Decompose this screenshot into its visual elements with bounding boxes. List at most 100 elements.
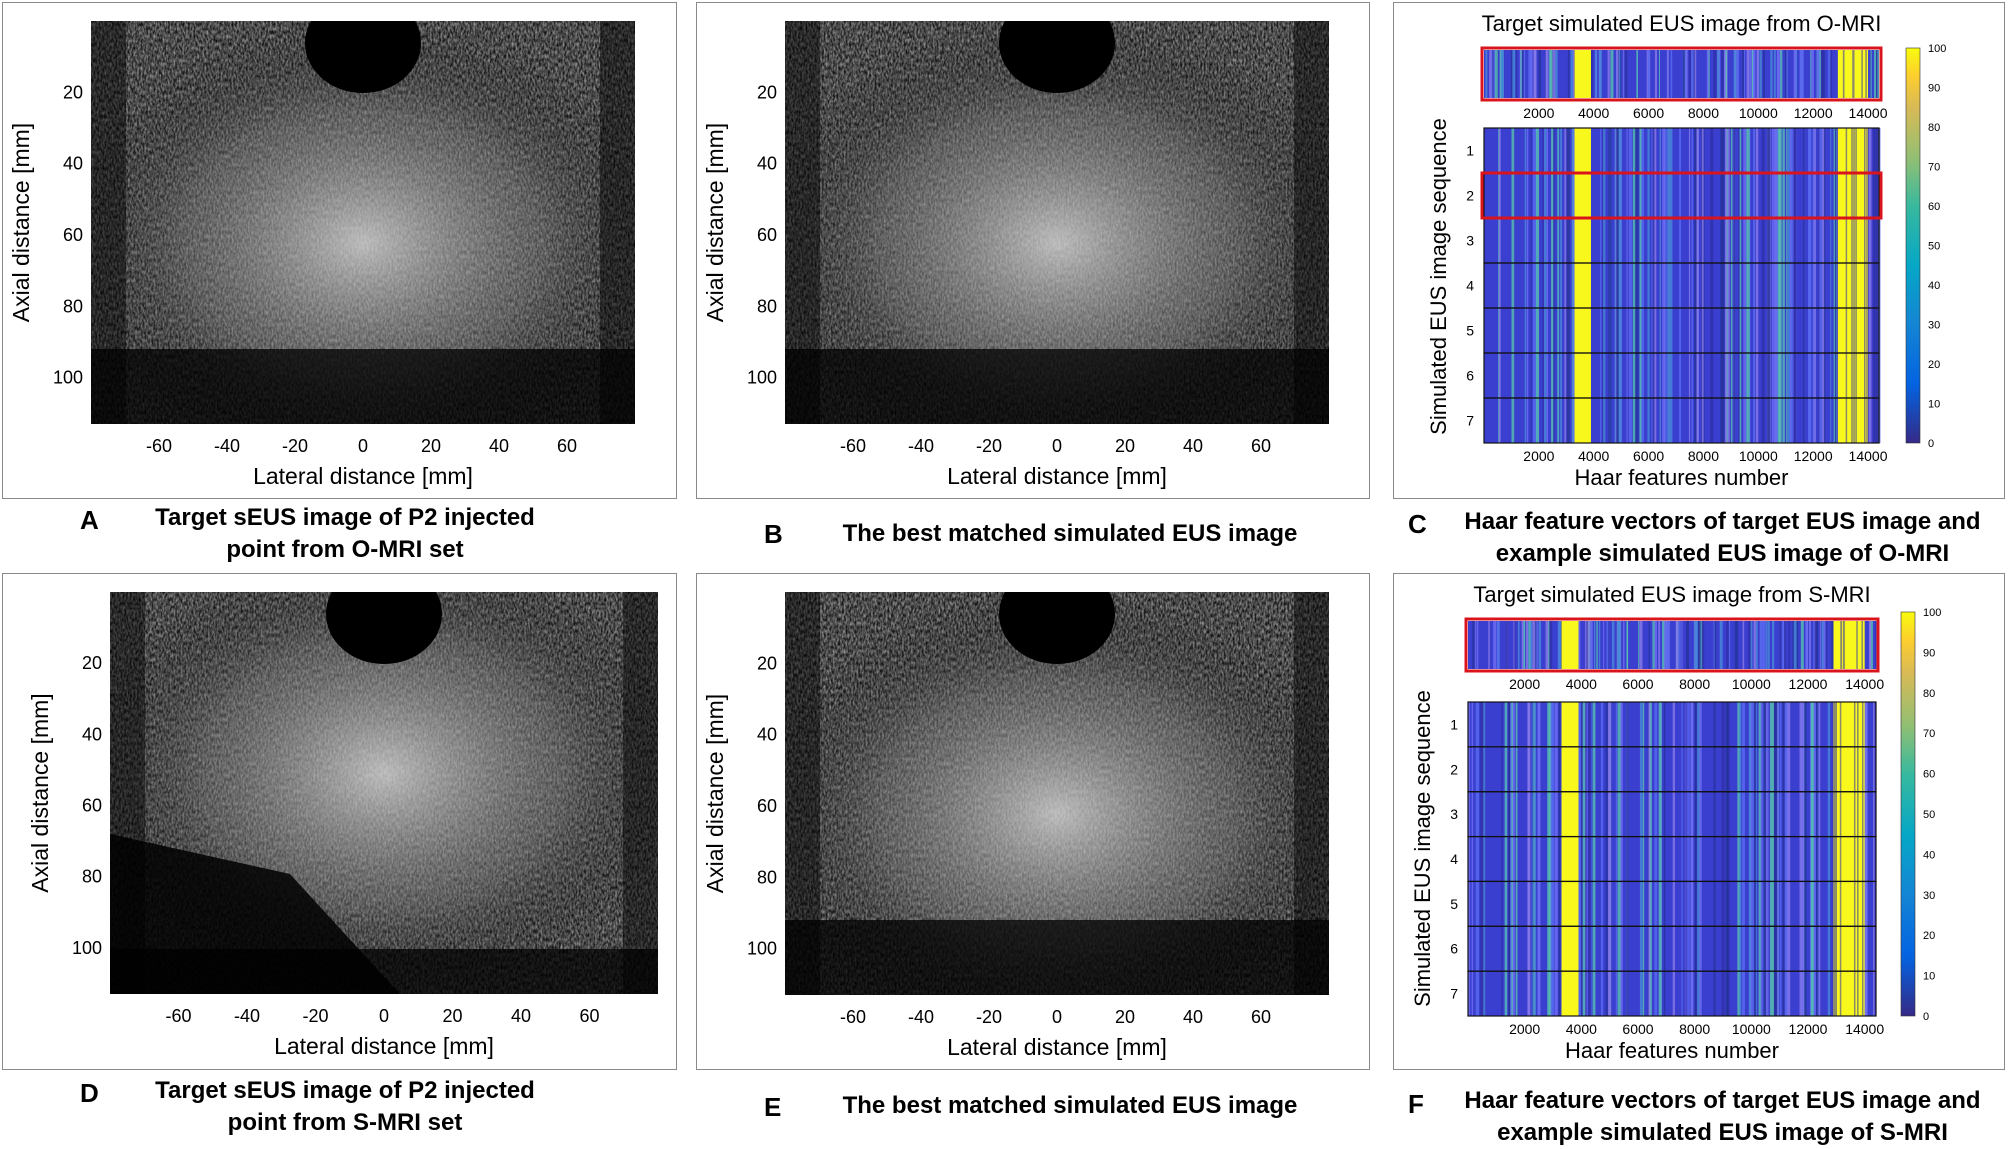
feature-stripe (1736, 621, 1739, 669)
feature-stripe (1874, 50, 1877, 98)
x-tick-label: -20 (976, 1007, 1002, 1027)
feature-stripe (1800, 621, 1804, 669)
target-vector-strip (1468, 621, 1878, 669)
feature-stripe (1681, 621, 1683, 669)
target-highlight-box (1464, 617, 1880, 673)
feature-stripe (1782, 621, 1786, 669)
feature-stripe (1760, 702, 1762, 1016)
bottom-shadow (110, 949, 658, 994)
x-tick-label: 6000 (1633, 448, 1664, 464)
feature-stripe (1793, 621, 1797, 669)
feature-stripe (1865, 50, 1867, 98)
y-tick-label: 100 (53, 368, 83, 388)
probe-shadow (326, 592, 442, 664)
feature-stripe (1628, 128, 1632, 443)
feature-stripe (1814, 621, 1817, 669)
feature-stripe (1786, 128, 1788, 443)
feature-stripe (1787, 128, 1790, 443)
y-tick-label: 60 (757, 225, 777, 245)
top-x-tick-label: 8000 (1688, 105, 1719, 121)
feature-stripe (1594, 621, 1596, 669)
feature-stripe (1742, 621, 1745, 669)
feature-stripe (1845, 128, 1848, 443)
feature-stripe (1725, 702, 1729, 1016)
feature-stripe (1808, 128, 1812, 443)
caption-d-line-1: Target sEUS image of P2 injected (155, 1077, 535, 1104)
x-tick-label: -40 (214, 436, 240, 456)
feature-stripe (1799, 50, 1802, 98)
feature-stripe (1684, 50, 1688, 98)
feature-stripe (1662, 621, 1665, 669)
colorbar-tick-label: 80 (1928, 122, 1940, 134)
feature-stripe (1688, 50, 1692, 98)
x-tick-label: -40 (908, 436, 934, 456)
x-tick-label: 60 (1251, 436, 1271, 456)
feature-stripe (1817, 702, 1819, 1016)
y-tick-label: 80 (63, 296, 83, 316)
feature-stripe (1819, 50, 1821, 98)
feature-stripe (1616, 128, 1620, 443)
caption-b-line-1: The best matched simulated EUS image (842, 520, 1298, 547)
x-tick-label: 20 (421, 436, 441, 456)
feature-stripe (1834, 128, 1837, 443)
x-tick-label: 40 (511, 1006, 531, 1026)
feature-stripe (1691, 50, 1694, 98)
feature-stripe (1691, 702, 1694, 1016)
top-x-tick-label: 6000 (1622, 676, 1653, 692)
feature-stripe (1532, 128, 1536, 443)
left-edge-shadow (785, 21, 820, 424)
y-tick-label: 40 (757, 154, 777, 174)
feature-stripe (1480, 702, 1482, 1016)
x-tick-label: 8000 (1688, 448, 1719, 464)
colorbar-tick-label: 10 (1923, 971, 1935, 983)
feature-stripe (1827, 702, 1831, 1016)
feature-stripe (1755, 128, 1759, 443)
feature-stripe (1728, 621, 1731, 669)
feature-stripe (1827, 50, 1831, 98)
sequence-row-label: 1 (1450, 716, 1458, 732)
feature-stripe (1809, 621, 1811, 669)
feature-stripe (1651, 128, 1653, 443)
sequence-row-label: 3 (1466, 233, 1474, 249)
feature-stripe (1666, 621, 1669, 669)
caption-c: Haar feature vectors of target EUS image… (1440, 506, 2005, 570)
feature-stripe (1596, 621, 1598, 669)
feature-stripe (1831, 621, 1834, 669)
x-tick-label: 14000 (1849, 448, 1888, 464)
x-tick-label: 12000 (1794, 448, 1833, 464)
feature-stripe (1719, 621, 1723, 669)
feature-stripe (1493, 621, 1497, 669)
feature-stripe (1608, 128, 1612, 443)
feature-stripe (1784, 50, 1788, 98)
x-tick-label: 0 (358, 436, 368, 456)
feature-stripe (1861, 621, 1863, 669)
feature-stripe (1559, 621, 1562, 669)
y-axis-label: Axial distance [mm] (702, 694, 728, 893)
colorbar-tick-label: 40 (1928, 280, 1940, 292)
target-vector-title: Target simulated EUS image from O-MRI (1482, 11, 1882, 36)
feature-stripe (1642, 702, 1645, 1016)
feature-stripe (1696, 128, 1699, 443)
feature-stripe (1618, 621, 1621, 669)
feature-stripe (1557, 128, 1560, 443)
feature-stripe (1763, 50, 1765, 98)
feature-stripe (1875, 128, 1878, 443)
x-axis-label: Lateral distance [mm] (947, 1034, 1167, 1060)
feature-stripe (1515, 702, 1518, 1016)
feature-stripe (1853, 50, 1855, 98)
x-tick-label: -40 (234, 1006, 260, 1026)
feature-stripe (1546, 128, 1549, 443)
sequence-row-label: 5 (1466, 323, 1474, 339)
y-axis-label: Simulated EUS image sequence (1410, 690, 1435, 1007)
feature-stripe (1821, 50, 1825, 98)
feature-stripe (1552, 702, 1555, 1016)
feature-stripe (1793, 50, 1797, 98)
x-tick-label: 10000 (1739, 448, 1778, 464)
feature-stripe (1821, 128, 1825, 443)
feature-stripe (1877, 50, 1879, 98)
feature-stripe (1786, 50, 1788, 98)
feature-stripe (1513, 621, 1515, 669)
caption-f: Haar feature vectors of target EUS image… (1440, 1085, 2005, 1149)
feature-stripe (1501, 702, 1503, 1016)
feature-stripe (1606, 621, 1609, 669)
